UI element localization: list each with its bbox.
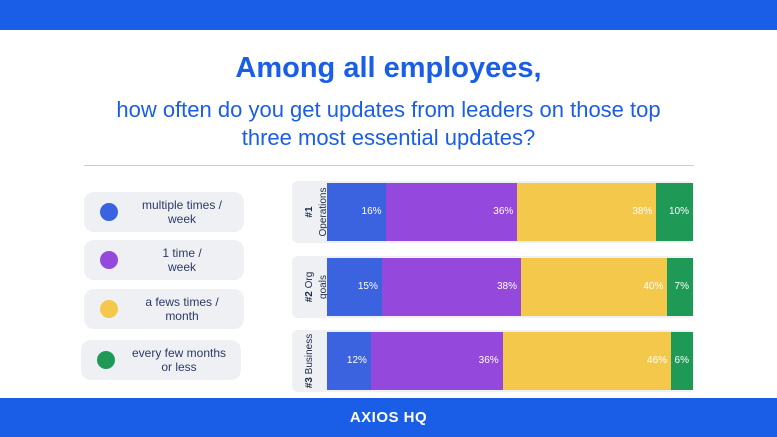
data-label: 46% <box>647 355 668 366</box>
bar-segment <box>327 332 371 390</box>
category-rank: #3 <box>304 374 315 389</box>
legend-swatch <box>100 300 118 318</box>
data-label: 16% <box>361 206 382 217</box>
category-label: #3 Business <box>303 333 317 389</box>
bottom-bar <box>0 398 777 437</box>
bar-segment <box>520 258 668 316</box>
data-label: 15% <box>357 281 378 292</box>
legend-swatch <box>100 251 118 269</box>
legend-label-line: month <box>165 309 199 323</box>
bar-segment <box>370 332 503 390</box>
brand-logo: AXIOS HQ <box>349 409 428 426</box>
subtitle-line-1: how often do you get updates from leader… <box>116 97 661 122</box>
bar-segment <box>381 258 521 316</box>
top-bar <box>0 0 777 30</box>
legend-label: a fews times / month <box>126 295 238 323</box>
legend-item: a fews times / month <box>84 289 244 329</box>
data-label: 12% <box>346 355 367 366</box>
bar-segment <box>667 258 693 316</box>
legend-label: every few months or less <box>123 346 235 374</box>
legend-item: every few months or less <box>81 340 241 380</box>
category-rank: #1 <box>304 206 315 218</box>
legend-item: multiple times / week <box>84 192 244 232</box>
legend-label-line: 1 time / <box>162 246 202 260</box>
bar-segment <box>385 183 518 241</box>
category-label: #2 Org goals <box>303 259 329 315</box>
legend-swatch <box>97 351 115 369</box>
bar-segment <box>517 183 657 241</box>
bar-segment <box>327 258 382 316</box>
data-label: 38% <box>496 281 517 292</box>
legend-label: multiple times / week <box>126 198 238 226</box>
category-name: Business <box>304 333 315 375</box>
data-label: 6% <box>674 355 689 366</box>
legend-swatch <box>100 203 118 221</box>
data-label: 38% <box>632 206 653 217</box>
data-label: 10% <box>668 206 689 217</box>
bar-segment <box>671 332 693 390</box>
bar-segment <box>656 183 693 241</box>
legend-label-line: a fews times / <box>145 295 219 309</box>
legend-label-line: week <box>167 212 196 226</box>
data-label: 40% <box>643 281 664 292</box>
legend-item: 1 time / week <box>84 240 244 280</box>
chart-subtitle: how often do you get updates from leader… <box>60 96 717 152</box>
bar-segment <box>502 332 672 390</box>
data-label: 7% <box>674 281 689 292</box>
divider <box>84 165 694 166</box>
data-label: 36% <box>478 355 499 366</box>
category-rank: #2 <box>304 288 315 303</box>
data-label: 36% <box>493 206 514 217</box>
bar-segment <box>327 183 386 241</box>
legend-label: 1 time / week <box>126 246 238 274</box>
chart-title: Among all employees, <box>235 52 542 84</box>
legend-label-line: or less <box>161 360 197 374</box>
category-label: #1 Operations <box>303 184 329 240</box>
legend-label-line: every few months <box>131 346 227 360</box>
legend-label-line: week <box>167 260 196 274</box>
subtitle-line-2: three most essential updates? <box>241 125 536 150</box>
legend-label-line: multiple times / <box>141 198 223 212</box>
